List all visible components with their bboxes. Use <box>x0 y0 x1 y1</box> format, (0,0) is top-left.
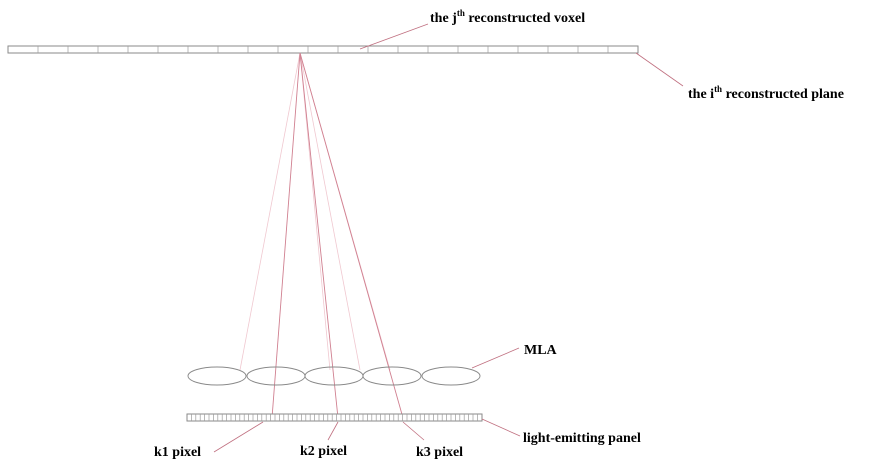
voxel-label: the jth reconstructed voxel <box>430 8 585 26</box>
leader-lines <box>213 23 684 453</box>
panel-leader-line <box>481 418 521 437</box>
panel-pixel-divisions <box>191 414 478 421</box>
ray-to-k1 <box>271 52 301 419</box>
plane-voxel-divisions <box>37 46 609 53</box>
reconstructed-plane-bar <box>7 45 639 54</box>
voxel-leader-line <box>359 23 429 50</box>
ray-to-k3 <box>299 52 404 419</box>
plane-label-prefix: the i <box>688 87 714 102</box>
plane-label-suffix: reconstructed plane <box>722 87 844 102</box>
faint-ray <box>299 52 361 371</box>
voxel-label-superscript: th <box>457 8 465 18</box>
light-rays <box>271 52 404 419</box>
light-emitting-panel-bar <box>186 413 483 422</box>
voxel-label-suffix: reconstructed voxel <box>465 11 585 26</box>
micro-lens <box>362 366 422 386</box>
plane-label: the ith reconstructed plane <box>688 84 844 102</box>
mla-leader-line <box>471 347 520 369</box>
micro-lens <box>187 366 247 386</box>
faint-ray <box>299 52 331 371</box>
k2-leader-line <box>327 421 339 441</box>
plane-leader-line <box>635 52 684 87</box>
faint-ray <box>239 52 301 371</box>
ray-to-k2 <box>299 52 339 419</box>
faint-rays <box>239 52 391 371</box>
k1-pixel-label: k1 pixel <box>154 445 201 460</box>
light-emitting-panel <box>186 413 483 422</box>
plane-label-superscript: th <box>714 84 722 94</box>
light-emitting-panel-label: light-emitting panel <box>523 431 641 446</box>
reconstructed-plane <box>7 45 639 54</box>
k2-pixel-label: k2 pixel <box>300 444 347 459</box>
k3-leader-line <box>402 421 425 441</box>
micro-lens-array <box>187 366 481 386</box>
micro-lens <box>421 366 481 386</box>
k3-pixel-label: k3 pixel <box>416 445 463 460</box>
voxel-label-prefix: the j <box>430 11 457 26</box>
k1-leader-line <box>213 421 264 453</box>
mla-label: MLA <box>524 343 558 358</box>
